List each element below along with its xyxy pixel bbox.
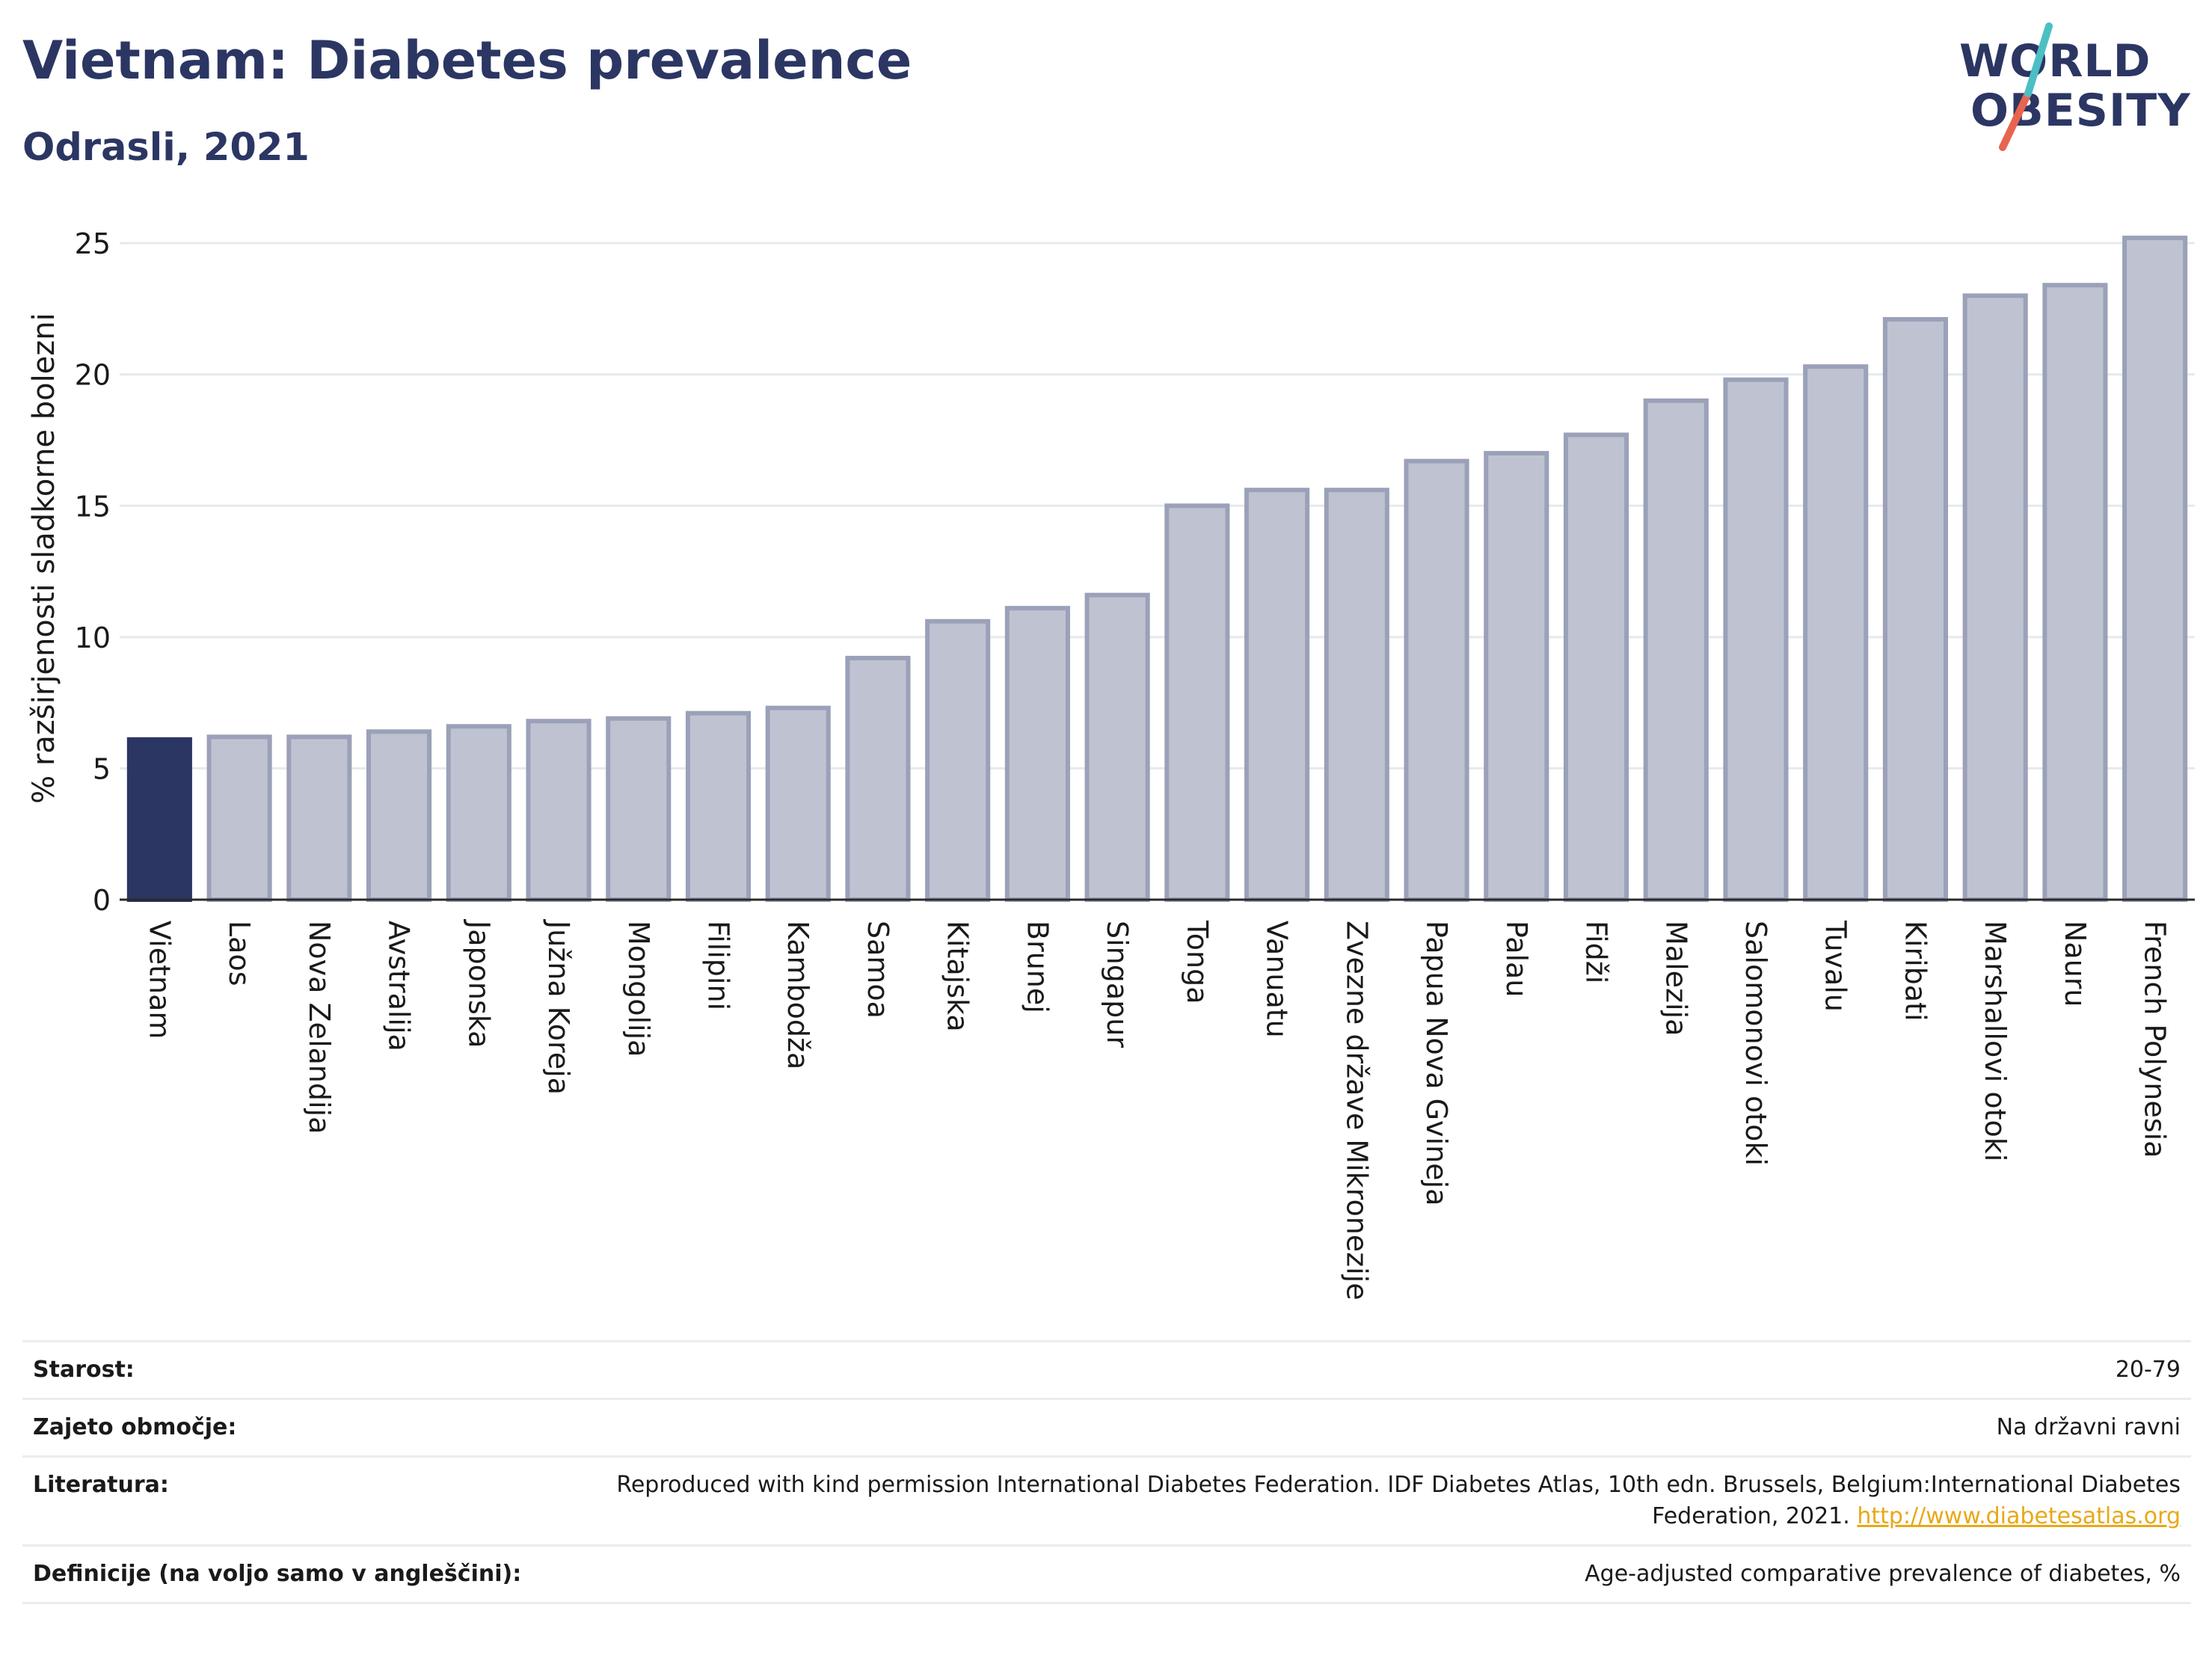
bar [1962, 293, 2028, 903]
x-tick-label: Palau [1500, 921, 1533, 997]
bar [1324, 488, 1389, 902]
x-tick-label: Papua Nova Gvineja [1420, 921, 1453, 1206]
bar [765, 705, 831, 903]
bar [206, 734, 272, 902]
bar [685, 710, 752, 903]
bar [925, 618, 991, 902]
reference-link[interactable]: http://www.diabetesatlas.org [1857, 1503, 2181, 1529]
axes: 0 5 10 15 20 25 Vietnam Laos Nova Zelandija Avstr… [75, 227, 2195, 1301]
y-tick-label: 10 [75, 621, 111, 654]
meta-value: Na državni ravni [567, 1398, 2191, 1458]
bar [1484, 451, 1549, 902]
meta-label: Literatura: [22, 1455, 567, 1547]
x-tick-label: Brunej [1021, 921, 1054, 1013]
meta-row-coverage: Zajeto območje: Na državni ravni [22, 1398, 2191, 1458]
x-tick-label: Singapur [1101, 921, 1134, 1048]
bar [1244, 488, 1310, 902]
logo-slash-icon [1999, 22, 2053, 151]
world-obesity-logo: WORLD OBESITY [1944, 19, 2199, 161]
bar [446, 724, 511, 902]
y-tick-label: 0 [93, 884, 111, 917]
bar [126, 737, 192, 902]
bar [2122, 236, 2188, 903]
x-tick-label: Vanuatu [1261, 921, 1294, 1038]
x-tick-label: Salomonovi otoki [1739, 921, 1772, 1166]
x-tick-label: Malezija [1659, 921, 1692, 1036]
bar [2042, 283, 2108, 902]
x-tick-label: Kitajska [941, 921, 974, 1032]
x-tick-label: Japonska [462, 919, 495, 1048]
x-tick-label: Avstralija [383, 921, 416, 1051]
meta-row-age: Starost: 20-79 [22, 1340, 2191, 1400]
meta-value: 20-79 [567, 1340, 2191, 1400]
x-tick-label: Filipini [701, 921, 734, 1010]
bar [366, 729, 432, 902]
y-tick-label: 15 [75, 490, 111, 523]
y-axis-label: % razširjenosti sladkorne bolezni [27, 313, 61, 804]
bar [1803, 364, 1869, 902]
meta-value: Reproduced with kind permission Internat… [567, 1455, 2191, 1547]
bar [1084, 592, 1150, 903]
chart-subtitle: Odrasli, 2021 [22, 126, 310, 170]
bar-chart: 0 5 10 15 20 25 Vietnam Laos Nova Zelandija Avstr… [27, 227, 2195, 1301]
x-tick-label: Laos [223, 921, 256, 986]
bar [606, 716, 672, 903]
x-tick-label: Marshallovi otoki [1979, 921, 2012, 1161]
meta-row-definition: Definicije (na voljo samo v angleščini):… [22, 1544, 2191, 1604]
bar [1643, 398, 1709, 902]
x-tick-label: Zvezne države Mikronezije [1340, 921, 1373, 1301]
meta-label: Zajeto območje: [22, 1398, 567, 1458]
bar [1004, 606, 1070, 902]
x-tick-label: Tonga [1181, 920, 1214, 1004]
x-tick-label: Vietnam [143, 921, 176, 1039]
logo-word-obesity: OBESITY [1970, 85, 2191, 137]
meta-label: Starost: [22, 1340, 567, 1400]
y-tick-label: 25 [75, 227, 111, 260]
y-tick-label: 5 [93, 752, 111, 785]
bar [1882, 316, 1948, 902]
x-tick-label: Samoa [861, 921, 894, 1019]
bar [1563, 432, 1629, 902]
meta-value: Age-adjusted comparative prevalence of d… [567, 1544, 2191, 1604]
reference-text: Reproduced with kind permission Internat… [616, 1472, 2181, 1529]
bar [526, 719, 592, 903]
x-tick-label: French Polynesia [2139, 921, 2172, 1158]
bar [1404, 458, 1469, 902]
x-tick-label: Kiribati [1899, 921, 1932, 1022]
meta-row-reference: Literatura: Reproduced with kind permiss… [22, 1455, 2191, 1547]
bars [126, 236, 2188, 903]
x-tick-label: Fidži [1580, 921, 1613, 983]
x-tick-label: Nauru [2059, 921, 2092, 1007]
bar [1723, 377, 1789, 902]
x-tick-label: Nova Zelandija [303, 921, 336, 1134]
chart-title: Vietnam: Diabetes prevalence [22, 30, 912, 91]
x-tick-label: Kambodža [781, 921, 814, 1069]
bar [1164, 503, 1230, 902]
x-tick-label: Mongolija [622, 921, 655, 1057]
x-tick-label: Tuvalu [1819, 920, 1852, 1012]
logo-word-world: WORLD [1959, 35, 2151, 87]
bar [286, 734, 352, 902]
bar [845, 655, 911, 902]
y-tick-label: 20 [75, 359, 111, 392]
metadata-table: Starost: 20-79 Zajeto območje: Na državn… [22, 1340, 2191, 1604]
x-tick-label: Južna Koreja [542, 919, 575, 1095]
meta-label: Definicije (na voljo samo v angleščini): [22, 1544, 567, 1604]
